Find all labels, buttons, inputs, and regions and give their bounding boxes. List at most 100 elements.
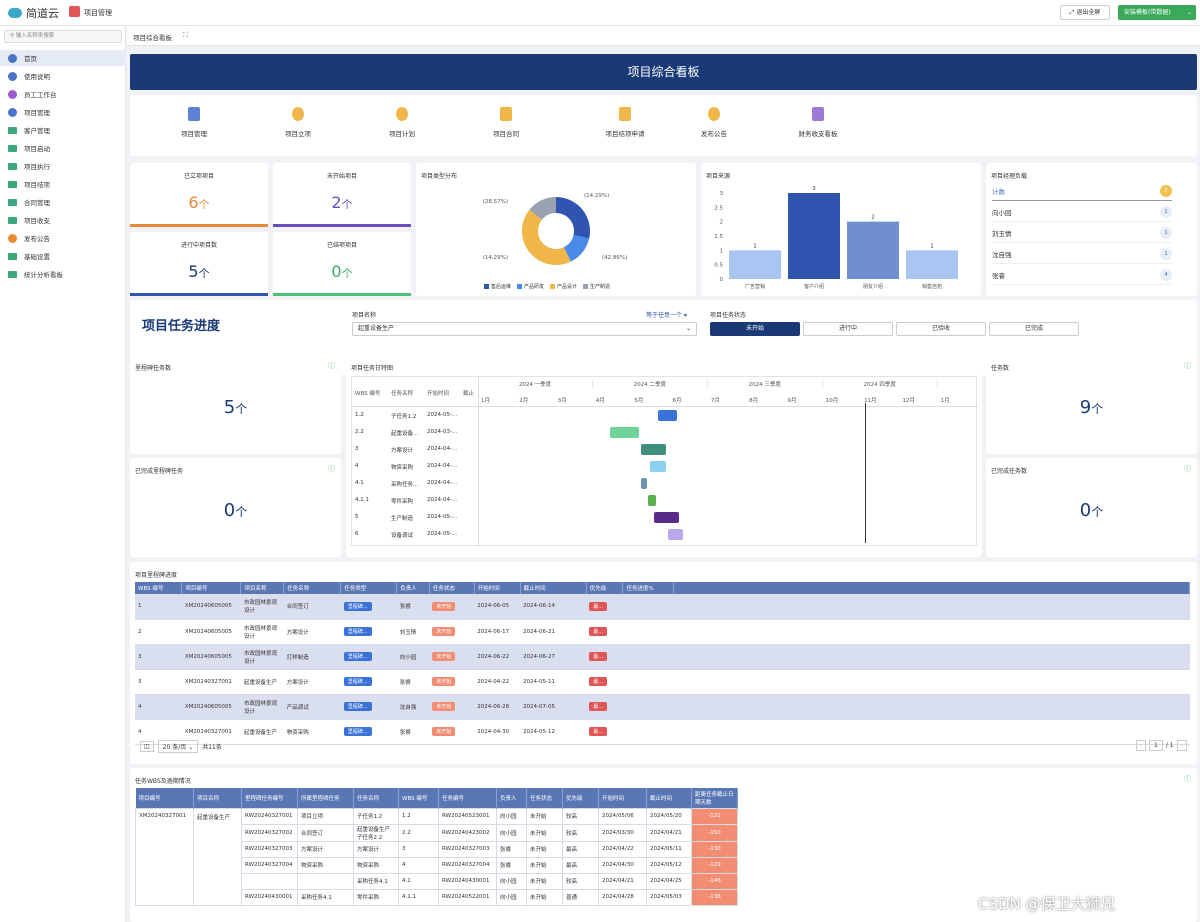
info-icon[interactable]: ⓘ [328,362,335,370]
bar[interactable] [847,221,899,279]
equal-any-dropdown[interactable]: 等于任意一个 ▾ [646,312,687,319]
gantt-bar[interactable] [650,461,666,472]
chevron-down-icon[interactable]: ⌄ [1186,9,1192,16]
bar[interactable] [788,193,840,279]
column-header[interactable]: 负责人 [496,788,527,808]
pie-slice[interactable] [563,235,590,262]
bar[interactable] [906,250,958,279]
app-name[interactable]: 项目管理 [84,9,112,17]
status-accepted[interactable]: 已验收 [896,322,986,336]
column-header[interactable]: 任务状态 [526,788,563,808]
sidebar-item-guide[interactable]: 使用说明 [0,68,126,84]
column-header[interactable]: 截止时间 [520,582,587,594]
columns-icon[interactable]: ◫ [140,741,154,752]
page-input[interactable]: 1 [1149,740,1163,751]
gantt-bar[interactable] [648,495,657,506]
table-row[interactable]: 3 XM20240605005 市政园林景观设计 打样制造 里程碑... 向小园 未开始 20… [135,644,1190,670]
column-header[interactable]: 项目名称 [240,582,285,594]
column-header[interactable]: 项目名称 [193,788,242,808]
stat-closed: 已结项项目 0个 [273,232,411,296]
info-icon[interactable]: ⓘ [328,465,335,473]
prev-page-button[interactable]: ‹ [1135,740,1147,751]
pie-slice[interactable] [529,197,556,220]
sidebar-item-start[interactable]: 项目启动 [0,140,126,156]
gantt-bar[interactable] [640,444,666,455]
quick-project-manage[interactable]: 项目管理 [154,107,234,138]
quick-close-request[interactable]: 项目结项申请 [570,107,680,138]
sidebar-item-workbench[interactable]: 员工工作台 [0,86,126,102]
column-header[interactable]: 任务编号 [438,788,497,808]
page-size-select[interactable]: 20 条/页 ⌄ [157,740,199,753]
cell-text: -129 [708,862,721,868]
gantt-bar[interactable] [640,478,647,489]
cell-text: RW20240327004 [442,862,490,868]
info-icon[interactable]: ⓘ [1184,465,1191,473]
search-input[interactable]: ⚲ 输入名称来搜索 [4,30,122,43]
bar[interactable] [729,250,781,279]
table-row[interactable]: 4 XM20240327001 起重设备生产 物资采购 里程碑... 张睿 未开始 2024-… [135,719,1190,745]
sidebar-item-analytics[interactable]: 统计分析看板 [0,266,126,282]
table-row[interactable]: 1 XM20240605005 市政园林景观设计 合同签订 里程碑... 张睿 未开始 202… [135,594,1190,620]
column-header[interactable]: WBS 编号 [398,788,439,808]
column-header[interactable]: 项目编号 [135,788,194,808]
brand-logo[interactable]: 简道云 [8,5,59,21]
table-row[interactable]: 3 XM20240327001 起重设备生产 方案设计 里程碑... 张睿 未开始 2024-… [135,669,1190,695]
status-completed[interactable]: 已完成 [989,322,1079,336]
gantt-col-header: 开始时间 [427,391,450,397]
sidebar-item-customers[interactable]: 客户管理 [0,122,126,138]
column-header[interactable]: 优先级 [562,788,599,808]
column-header[interactable]: 任务类型 [340,582,398,594]
quick-notice[interactable]: 发布公告 [674,107,754,138]
quick-project-plan[interactable]: 项目计划 [362,107,442,138]
gantt-header-line [352,406,978,407]
sidebar-item-notice[interactable]: 发布公告 [0,230,126,246]
quick-project-setup[interactable]: 项目立项 [258,107,338,138]
next-page-button[interactable]: › [1176,740,1187,751]
sidebar-item-close[interactable]: 项目结项 [0,176,126,192]
big-value: 0 [223,500,236,521]
quick-contract[interactable]: 项目合同 [466,107,546,138]
sidebar-item-projects[interactable]: 项目管理 [0,104,126,120]
column-header[interactable]: 负责人 [396,582,430,594]
table-row[interactable]: XM20240327001 起重设备生产 RW20240327001 项目立项 子任务1… [135,807,738,906]
sidebar-item-contracts[interactable]: 合同管理 [0,194,126,210]
expand-icon[interactable]: ⛶ [183,31,188,39]
column-header[interactable]: 所属里程碑任务 [297,788,354,808]
sidebar-item-settings[interactable]: 基础设置 [0,248,126,264]
column-header[interactable]: 开始时间 [474,582,521,594]
gantt-bar[interactable] [654,512,680,523]
pie-slice[interactable] [522,209,571,265]
column-header[interactable]: 距离任务截止日期天数 [691,788,738,808]
column-header[interactable]: 优先级 [586,582,624,594]
column-header[interactable]: WBS 编号 [135,582,183,594]
project-select[interactable]: 起重设备生产 ⌄ [352,322,697,336]
gantt-bar[interactable] [667,529,683,540]
table-row[interactable]: RW20240327002 合同签订 起重设备生产 子任务2.2 2.2 RW20240… [136,823,738,842]
column-header[interactable]: 任务进度% [622,582,675,594]
info-icon[interactable]: ⓘ [1184,775,1191,783]
table-row[interactable]: 4 XM20240605005 市政园林景观设计 产品调试 里程碑... 沈自强 未开始 20… [135,694,1190,720]
column-header[interactable]: 任务名称 [353,788,399,808]
column-header[interactable]: 开始时间 [598,788,647,808]
table-row[interactable]: 2 XM20240605005 市政园林景观设计 方案设计 里程碑... 刘玉情 未开始 20… [135,619,1190,645]
status-in-progress[interactable]: 进行中 [803,322,893,336]
install-template-button[interactable]: 安装模板(带数据) ⌄ [1118,5,1196,20]
quick-finance-board[interactable]: 财务收支看板 [773,107,863,138]
gantt-bar[interactable] [610,427,639,438]
column-header[interactable]: 任务状态 [429,582,475,594]
status-not-started[interactable]: 未开始 [710,322,800,336]
column-header[interactable]: 里程碑任务编号 [241,788,298,808]
sidebar-item-execute[interactable]: 项目执行 [0,158,126,174]
exit-fullscreen-button[interactable]: ⤢ 退出全屏 [1060,5,1110,20]
column-header[interactable]: 截止时间 [646,788,692,808]
sidebar-item-home[interactable]: 首页 [0,50,126,66]
table-row[interactable]: RW20240430001 采购任务4.1 零件采购 4.1.1 RW202405220… [136,888,738,906]
gantt-bar[interactable] [658,410,678,421]
column-header[interactable]: 项目编号 [181,582,242,594]
pie-slice[interactable] [556,197,590,239]
table-row[interactable]: RW20240327003 方案设计 方案设计 3 RW20240327003 张睿 未开始… [136,840,738,858]
info-icon[interactable]: ⓘ [1184,362,1191,370]
column-header[interactable]: 任务名称 [283,582,342,594]
tab-dashboard[interactable]: 项目综合看板 [133,34,172,42]
sidebar-item-finance[interactable]: 项目收支 [0,212,126,228]
